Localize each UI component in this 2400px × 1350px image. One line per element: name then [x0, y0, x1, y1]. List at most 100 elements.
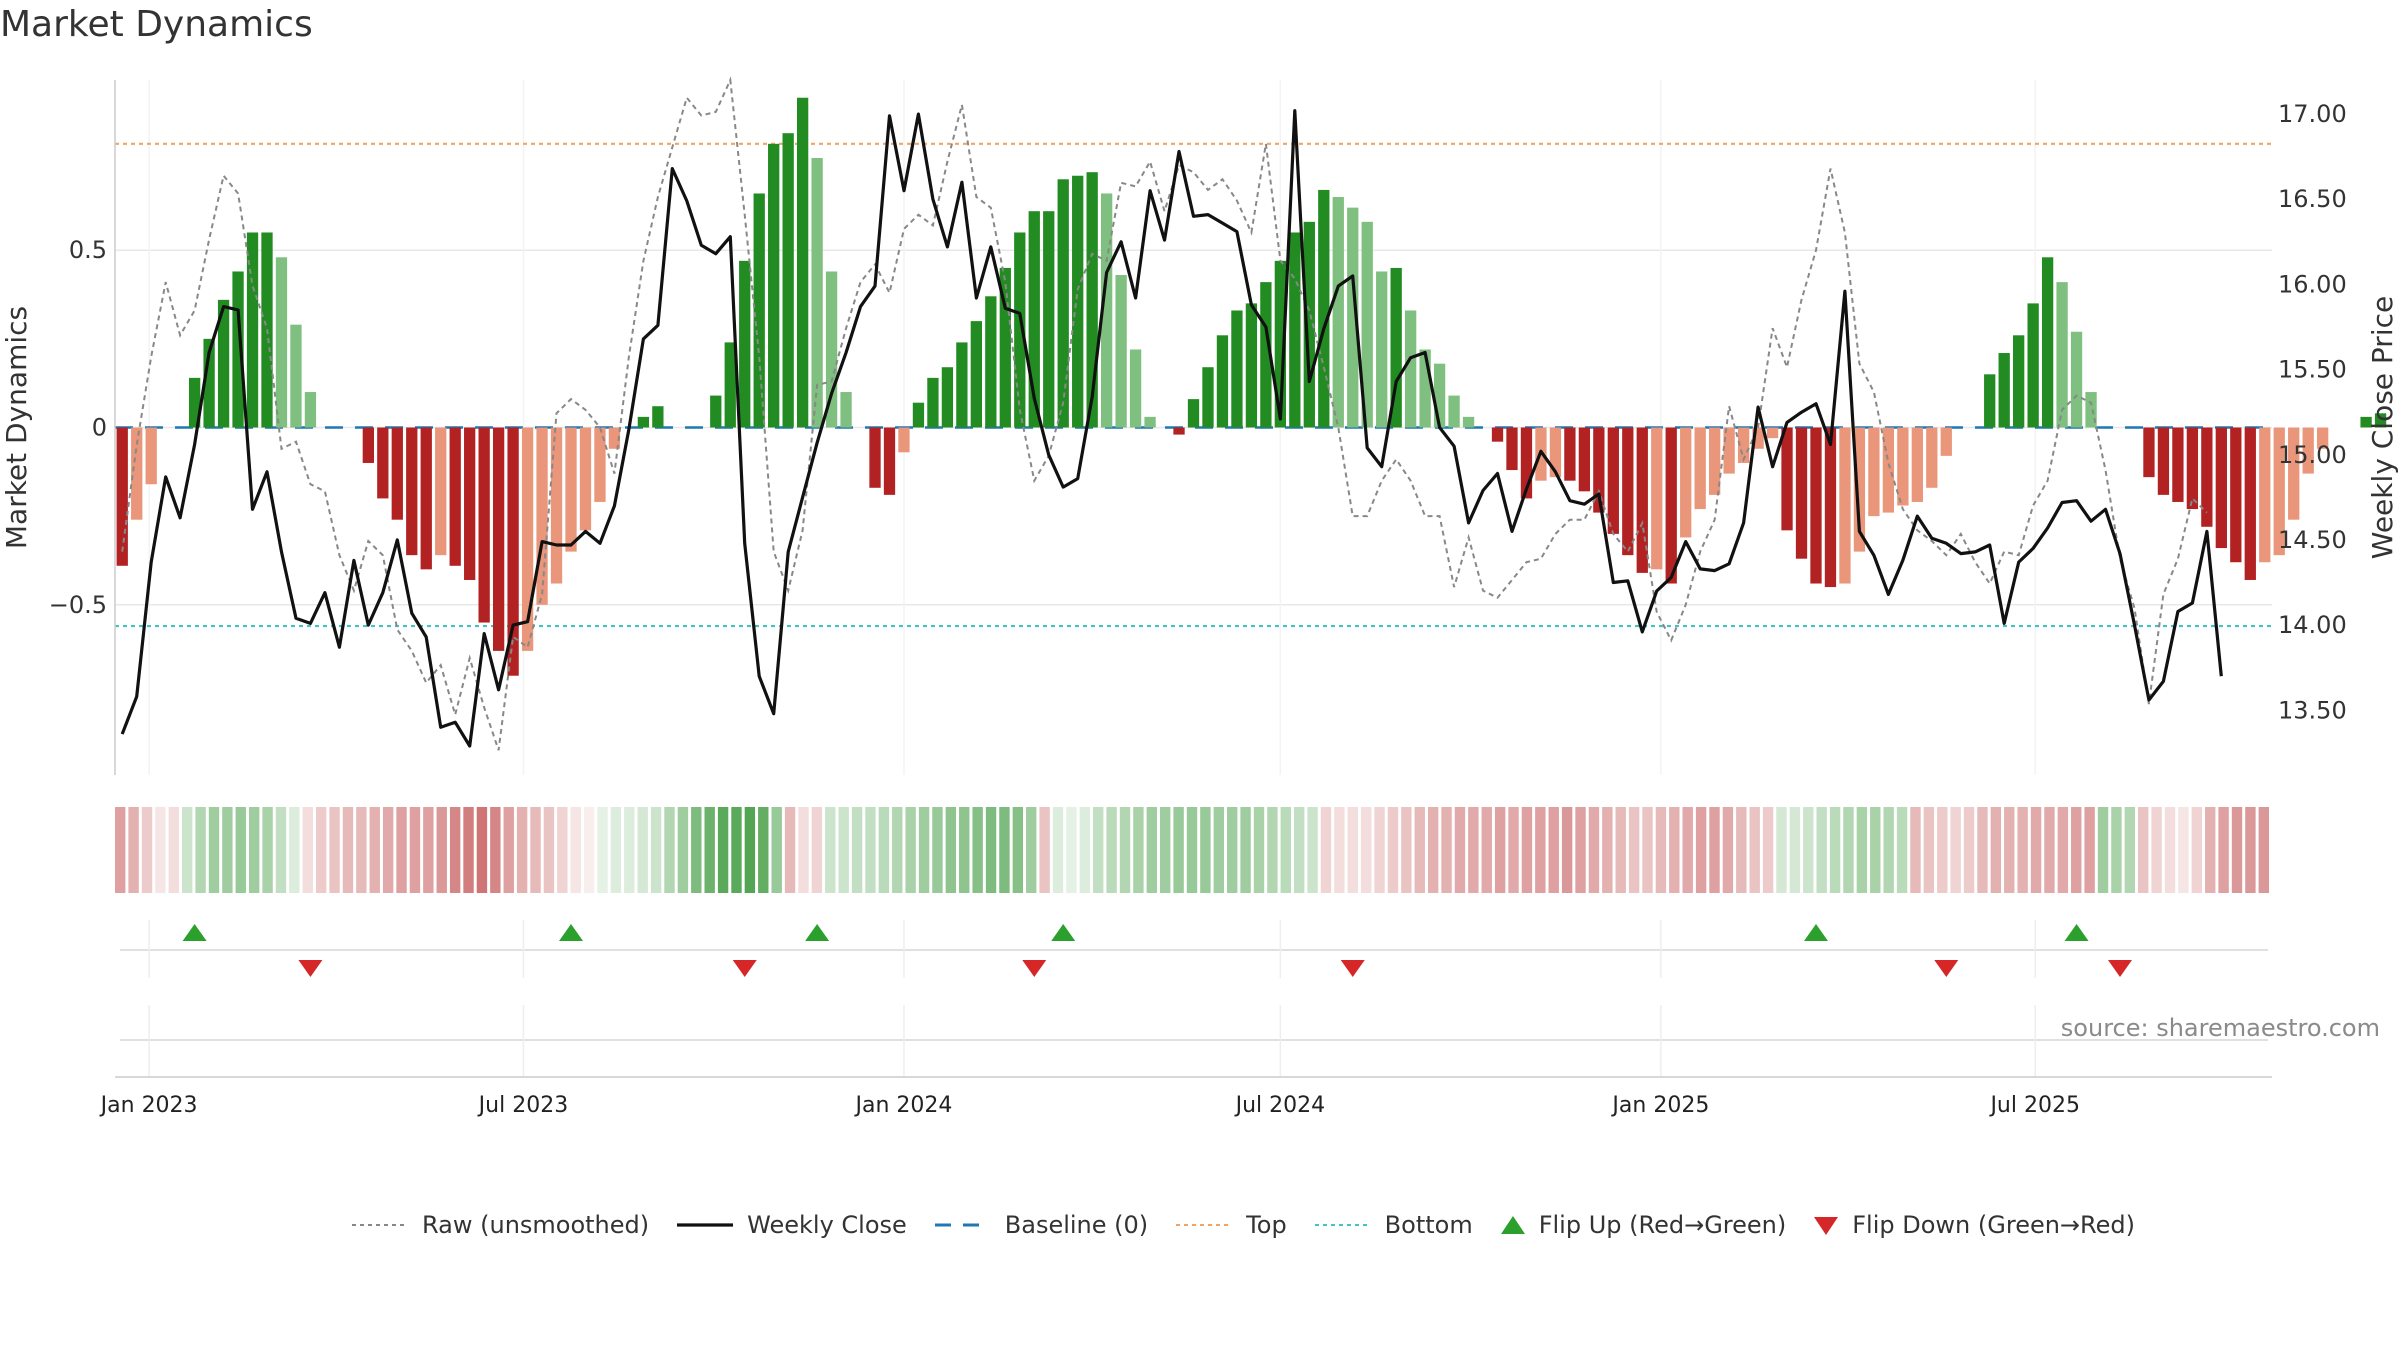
regime-cell [637, 807, 648, 893]
dynamics-bar [1057, 179, 1069, 428]
dynamics-bar [290, 324, 302, 428]
regime-cell [1133, 807, 1144, 893]
regime-cell [436, 807, 447, 893]
dynamics-bar [1520, 427, 1533, 499]
axes-layer: 0.5 0 −0.5 17.00 16.50 16.00 15.50 15.00 14.50 14… [0, 80, 2399, 775]
dynamics-bar [753, 193, 765, 428]
dynamics-bar [2201, 427, 2213, 527]
y2-axis-title: Weekly Close Price [2366, 296, 2399, 559]
flip-up-marker [805, 924, 830, 941]
flip-down-marker [1022, 960, 1047, 977]
dynamics-bar [912, 402, 925, 428]
legend-item: Flip Down (Green→Red) [1812, 1211, 2135, 1239]
flip-down-marker [732, 960, 757, 977]
legend-label: Bottom [1384, 1211, 1473, 1239]
dynamics-bar [1665, 427, 1677, 584]
flip-up-marker [1803, 924, 1828, 941]
regime-cell [691, 807, 702, 893]
regime-cell [2097, 807, 2109, 893]
dynamics-bar [1144, 416, 1156, 428]
x-tick-label: Jan 2023 [99, 1093, 198, 1118]
dynamics-bar [1694, 427, 1706, 510]
dynamics-bar [811, 158, 823, 428]
regime-cell [1615, 807, 1626, 893]
dynamics-bar [203, 338, 215, 428]
regime-cell [798, 807, 809, 893]
dynamics-bar [1752, 427, 1764, 449]
dynamics-bar [304, 392, 317, 428]
dynamics-bar [796, 97, 809, 428]
regime-cell [610, 807, 622, 893]
regime-cell [1387, 807, 1399, 893]
regime-cell [1722, 807, 1734, 893]
regime-cell [396, 807, 407, 893]
flip-up-marker [2064, 924, 2089, 941]
regime-cell [141, 807, 153, 893]
dynamics-bar [1926, 427, 1938, 488]
dynamics-bar [1231, 310, 1243, 428]
regime-cell [1709, 807, 1720, 893]
dynamics-bar [1868, 427, 1880, 517]
regime-cell [128, 807, 139, 893]
dynamics-bar [1824, 427, 1837, 588]
dynamics-bar [1781, 427, 1793, 531]
regime-cell [530, 807, 541, 893]
regime-cell [2205, 807, 2216, 893]
dynamics-bar [1984, 374, 1996, 428]
regime-cell [2111, 807, 2122, 893]
regime-cell [1870, 807, 1881, 893]
regime-cell [1843, 807, 1854, 893]
regime-cell [195, 807, 206, 893]
regime-cell [1548, 807, 1559, 893]
legend-item: Bottom [1313, 1211, 1473, 1239]
dynamics-bar [652, 406, 664, 428]
regime-cell [1628, 807, 1640, 893]
regime-cell [1789, 807, 1801, 893]
dynamics-bar [1419, 349, 1431, 428]
dynamics-bar [985, 296, 997, 428]
dynamics-bar [941, 367, 954, 428]
dynamics-bar [1853, 427, 1866, 552]
dynamics-bar [927, 377, 939, 428]
legend-swatch-icon [677, 1223, 734, 1227]
regime-cell [945, 807, 957, 893]
dynamics-bar [565, 427, 577, 552]
dynamics-bar [956, 342, 968, 428]
dynamics-bar [1361, 221, 1373, 428]
regime-cell [449, 807, 461, 893]
regime-cell [1481, 807, 1492, 893]
dynamics-bar [1564, 427, 1576, 481]
y-tick-label: 0.5 [69, 236, 107, 264]
dynamics-bar [1433, 363, 1446, 428]
regime-cell [650, 807, 662, 893]
dynamics-bar [1332, 197, 1344, 428]
regime-cell [2017, 807, 2028, 893]
y2-tick-label: 16.00 [2278, 270, 2347, 298]
regime-cell [1990, 807, 2002, 893]
flip-down-marker [2107, 960, 2132, 977]
dynamics-bar [1593, 427, 1605, 513]
dynamics-bar [420, 427, 432, 570]
dynamics-bar [1795, 427, 1808, 559]
regime-cell [369, 807, 380, 893]
regime-cell [342, 807, 354, 893]
regime-cell [758, 807, 769, 893]
regime-cell [1575, 807, 1586, 893]
dynamics-bar [536, 427, 548, 605]
regime-cell [235, 807, 246, 893]
dynamics-bar [145, 427, 157, 485]
dynamics-bar [1202, 367, 1214, 428]
regime-cell [865, 807, 876, 893]
regime-cell [1655, 807, 1667, 893]
x-axis: Jan 2023 Jul 2023 Jan 2024 Jul 2024 Jan 2025… [99, 1076, 2272, 1118]
dynamics-bar [2302, 427, 2314, 474]
regime-cell [409, 807, 421, 893]
legend-label: Weekly Close [747, 1211, 907, 1239]
legend-item: Flip Up (Red→Green) [1499, 1211, 1786, 1239]
regime-cell [1079, 807, 1091, 893]
regime-cell [972, 807, 983, 893]
regime-cell [959, 807, 970, 893]
dynamics-bar [1680, 427, 1692, 538]
regime-cell [851, 807, 863, 893]
dynamics-bar [2259, 427, 2271, 563]
